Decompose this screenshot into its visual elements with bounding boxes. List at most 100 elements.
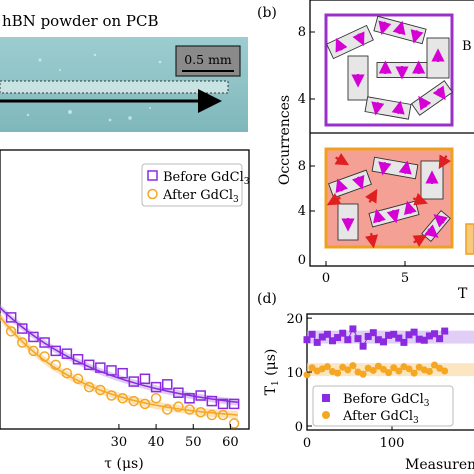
hbn-flake — [347, 55, 369, 101]
before-series-points — [5, 312, 240, 410]
before-point — [323, 330, 331, 338]
gd-spin-arrow — [412, 192, 428, 206]
before-point — [303, 336, 311, 344]
after-point — [380, 365, 387, 373]
tick-label: 60 — [222, 435, 239, 450]
spin-arrow — [378, 161, 392, 176]
panel-d-after-points — [303, 361, 449, 379]
before-point — [354, 335, 362, 343]
after-point — [425, 368, 433, 376]
before-point — [83, 359, 95, 371]
before-point — [405, 331, 413, 339]
after-point — [184, 404, 195, 415]
legend-after-label: After GdCl3 — [162, 188, 239, 205]
hbn-flake — [368, 200, 420, 228]
hbn-flake — [371, 156, 419, 180]
before-point — [61, 348, 73, 359]
tick-label: 30 — [111, 435, 128, 450]
before-point — [385, 331, 393, 339]
tick-label: 20 — [286, 312, 303, 327]
after-point — [139, 398, 151, 410]
after-point — [128, 395, 140, 407]
panel-a-title: hBN powder on PCB — [2, 12, 159, 30]
tick-label: 0 — [298, 253, 306, 268]
spin-arrow — [371, 101, 385, 116]
before-point — [334, 334, 342, 342]
before-point — [436, 335, 444, 343]
tick-label: 5 — [401, 271, 409, 286]
after-point — [195, 407, 206, 418]
tick-label: 10 — [286, 366, 303, 381]
before-point — [308, 330, 316, 338]
before-point — [395, 334, 403, 342]
flakes-bottom — [326, 152, 452, 249]
spin-arrow — [391, 100, 405, 115]
legend-after-label: After GdCl3 — [342, 409, 419, 426]
spin-arrow — [398, 160, 412, 175]
before-point — [390, 330, 398, 338]
before-point — [128, 376, 140, 387]
after-fit-band — [0, 312, 238, 419]
panel-b-xlabel: T — [458, 286, 468, 302]
before-point — [195, 390, 206, 401]
before-point — [318, 333, 326, 341]
legend-after-marker — [322, 411, 330, 419]
spin-arrow — [418, 95, 432, 111]
hbn-flake — [421, 210, 451, 242]
panel-c-frame — [0, 149, 250, 430]
panel-a: hBN powder on PCB 0.5 mm — [0, 12, 248, 132]
tick-label: 40 — [148, 435, 165, 450]
before-point — [329, 337, 336, 345]
before-point — [72, 354, 84, 365]
before-point — [173, 387, 184, 398]
before-point — [359, 342, 367, 350]
spin-arrow — [432, 85, 446, 101]
before-point — [217, 398, 229, 410]
tick-label: 50 — [185, 435, 202, 450]
before-point — [344, 336, 352, 344]
after-hist-bar-edge — [465, 223, 474, 255]
panel-d-ticks: 0 10 20 0 100 — [286, 312, 404, 451]
gd-spin-arrow — [326, 192, 342, 206]
after-point — [374, 362, 382, 370]
tick-label: 0 — [303, 436, 311, 451]
hbn-flake — [373, 15, 427, 45]
before-point — [50, 345, 61, 357]
spin-arrow — [351, 174, 365, 190]
before-point — [313, 338, 321, 346]
after-point — [410, 369, 418, 377]
spin-arrow — [424, 224, 439, 238]
legend-after-marker — [147, 188, 158, 200]
after-point — [344, 366, 352, 374]
after-point — [431, 361, 438, 369]
before-point — [150, 381, 162, 393]
before-point — [415, 335, 423, 343]
after-point — [17, 337, 28, 348]
panel-d-xlabel: Measurem — [405, 457, 474, 473]
hbn-flake — [410, 80, 454, 116]
before-point — [95, 362, 106, 373]
before-point — [410, 328, 418, 336]
panel-c-legend: Before GdCl3 After GdCl3 — [141, 163, 250, 207]
after-point — [405, 365, 413, 373]
spin-arrow — [386, 208, 400, 224]
after-point — [349, 362, 357, 370]
before-point — [374, 336, 382, 344]
spin-arrow — [335, 178, 349, 194]
spin-arrow — [373, 208, 386, 224]
after-point — [150, 393, 162, 404]
after-point — [83, 381, 95, 393]
before-point — [161, 379, 173, 390]
hbn-flake — [364, 96, 412, 120]
before-point — [139, 373, 151, 385]
after-point — [5, 326, 17, 337]
after-point — [323, 363, 331, 371]
after-point — [359, 370, 367, 378]
tick-label: 8 — [298, 159, 306, 174]
after-point — [217, 409, 229, 421]
panel-d-ylabel: T1 (μs) — [263, 349, 281, 396]
gd-spin-arrow — [365, 232, 379, 249]
after-point — [72, 373, 84, 385]
before-point — [184, 393, 195, 404]
legend-before-marker — [322, 394, 330, 402]
